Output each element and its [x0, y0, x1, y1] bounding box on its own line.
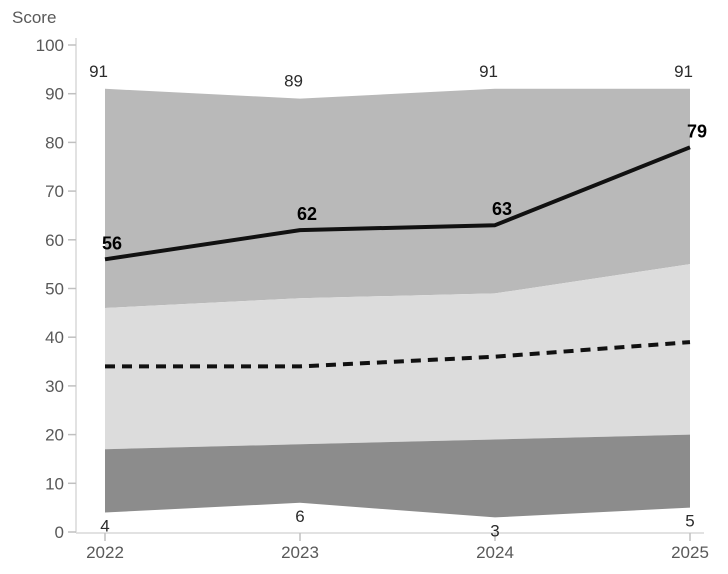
- y-axis-title: Score: [12, 8, 57, 27]
- range-top-label: 91: [674, 62, 693, 81]
- range-bottom-label: 6: [295, 507, 304, 526]
- range-bottom-label: 5: [685, 512, 694, 531]
- y-tick-label: 90: [45, 85, 64, 104]
- y-tick-label: 80: [45, 133, 64, 152]
- range-bottom-label: 4: [100, 517, 109, 536]
- y-tick-label: 70: [45, 182, 64, 201]
- y-tick-label: 50: [45, 280, 64, 299]
- primary-score-line-label: 79: [687, 121, 707, 141]
- y-tick-label: 40: [45, 328, 64, 347]
- primary-score-line: [104, 145, 691, 262]
- y-tick-label: 30: [45, 377, 64, 396]
- y-tick-label: 20: [45, 426, 64, 445]
- upper-band: [105, 88, 690, 308]
- range-top-label: 91: [479, 62, 498, 81]
- primary-score-line-label: 63: [492, 199, 512, 219]
- primary-score-line-label: 62: [297, 204, 317, 224]
- range-bottom-label: 3: [490, 521, 499, 540]
- middle-band: [105, 264, 690, 450]
- y-tick-label: 60: [45, 231, 64, 250]
- x-tick-label: 2023: [281, 543, 319, 562]
- primary-score-line-label: 56: [102, 233, 122, 253]
- y-tick-label: 0: [55, 523, 64, 542]
- y-tick-label: 100: [36, 36, 64, 55]
- secondary-score-line: [105, 340, 691, 369]
- x-tick-label: 2025: [671, 543, 709, 562]
- range-top-label: 89: [284, 72, 303, 91]
- x-tick-label: 2024: [476, 543, 514, 562]
- range-top-label: 91: [89, 62, 108, 81]
- x-tick-label: 2022: [86, 543, 124, 562]
- lower-band: [105, 434, 690, 518]
- y-tick-label: 10: [45, 474, 64, 493]
